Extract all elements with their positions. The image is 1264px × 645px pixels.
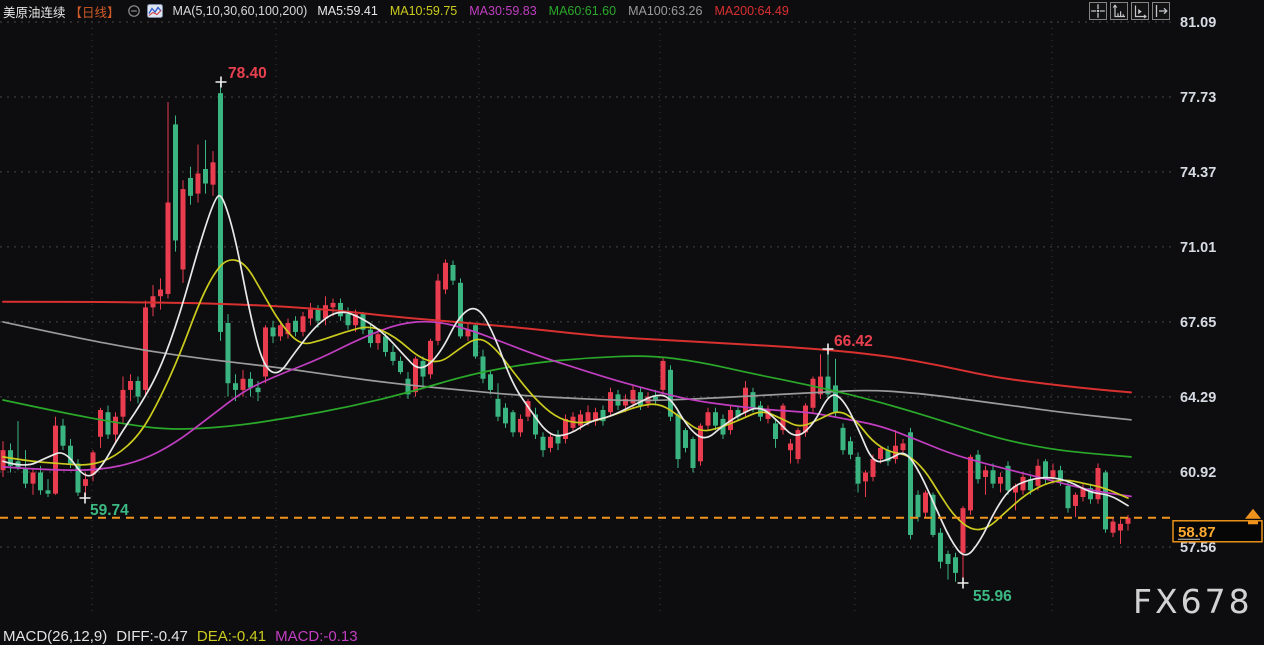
exit-chart-icon (1155, 5, 1168, 17)
pivot-cross-marker (957, 577, 969, 589)
macd-diff-value: DIFF:-0.47 (116, 628, 188, 645)
ma-settings-label[interactable]: MA(5,10,30,60,100,200) (172, 4, 308, 18)
axis-scale-right-icon (1134, 5, 1147, 19)
pivot-price-label: 59.74 (90, 502, 129, 519)
chart-type-icon[interactable] (146, 4, 163, 18)
macd-indicator-bar: MACD(26,12,9) DIFF:-0.47 DEA:-0.41 MACD:-0.… (3, 628, 367, 645)
symbol-name: 美原油连续 (3, 5, 66, 20)
y-axis-label: 77.73 (1180, 90, 1216, 106)
ma-legend-value: MA200:64.49 (714, 4, 789, 18)
y-axis-label: 67.65 (1180, 315, 1216, 331)
fx678-watermark: FX678 (1133, 582, 1253, 621)
axis-scale-left-icon (1112, 4, 1125, 18)
pivot-cross-marker (79, 492, 91, 504)
ma-legend-value: MA5:59.41 (317, 4, 378, 18)
macd-macd-value: MACD:-0.13 (275, 628, 358, 645)
pivot-price-label: 55.96 (973, 588, 1012, 605)
crosshair-icon (1091, 4, 1105, 18)
current-price-value: 58.87 (1178, 524, 1216, 541)
compare-icon-glyph (127, 5, 140, 17)
y-axis-label: 60.92 (1180, 465, 1216, 481)
chart-header: 美原油连续 【日线】 MA(5,10,30,60,100,200) MA5:59… (3, 0, 801, 22)
ma-line-MA100 (2, 321, 1132, 421)
ma-line-MA200 (2, 300, 1132, 394)
y-axis-label: 74.37 (1180, 165, 1216, 181)
ma-legend: MA5:59.41 MA10:59.75 MA30:59.83 MA60:61.60 M… (317, 4, 800, 18)
macd-params-label: MACD(26,12,9) (3, 628, 108, 645)
current-price-label: 58.87 (1172, 508, 1263, 543)
ma-legend-value: MA60:61.60 (548, 4, 617, 18)
y-axis-label: 81.09 (1180, 15, 1216, 31)
chart-type-icon-glyph (146, 4, 163, 18)
y-axis-labels: 81.09 77.73 74.37 71.01 67.65 64.29 60.92 57.56 (1180, 15, 1216, 556)
ma-legend-value: MA10:59.75 (389, 4, 458, 18)
period-selector[interactable]: 【日线】 (69, 5, 120, 20)
chart-toolbar (1089, 2, 1170, 20)
price-up-arrow-icon (1245, 508, 1261, 519)
ma-legend-value: MA30:59.83 (469, 4, 537, 18)
exit-chart-button[interactable] (1152, 2, 1170, 20)
ma-lines (2, 194, 1132, 556)
grid (0, 21, 1172, 612)
swing-annotations: 78.40 59.74 66.42 55.96 (79, 65, 1012, 605)
axis-scale-right-button[interactable] (1131, 2, 1149, 20)
ma-line-MA30 (2, 320, 1132, 498)
macd-dea-value: DEA:-0.41 (196, 628, 267, 645)
pivot-price-label: 66.42 (834, 333, 873, 350)
pivot-cross-marker (215, 76, 227, 88)
ma-line-MA10 (2, 259, 1129, 531)
y-axis-label: 71.01 (1180, 240, 1216, 256)
ma-line-MA60 (2, 355, 1132, 458)
pivot-price-label: 78.40 (228, 65, 267, 82)
y-axis-label: 64.29 (1180, 390, 1216, 406)
y-axis-label: 57.56 (1180, 540, 1216, 556)
ma-legend-value: MA100:63.26 (628, 4, 703, 18)
axis-scale-left-button[interactable] (1110, 2, 1128, 20)
ma-line-MA5 (2, 194, 1129, 556)
crosshair-button[interactable] (1089, 2, 1107, 20)
pivot-cross-marker (822, 343, 834, 355)
compare-icon[interactable] (127, 4, 141, 18)
